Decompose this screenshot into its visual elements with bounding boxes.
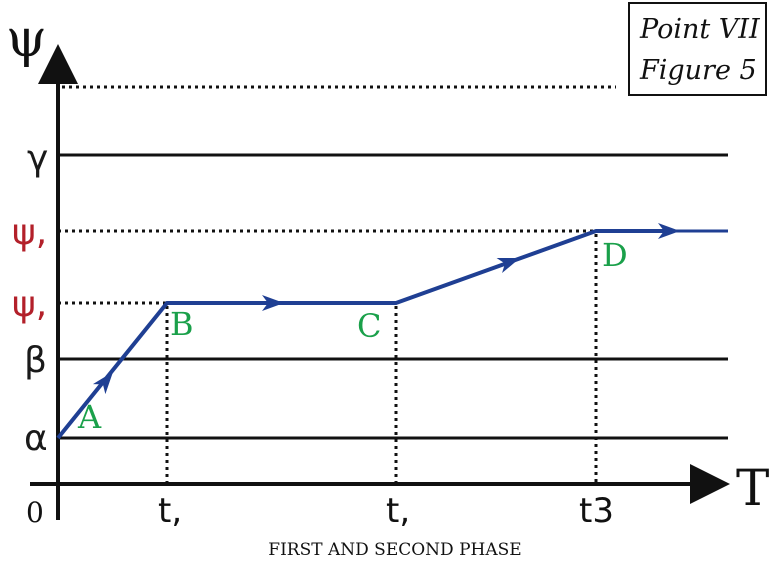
arrow-segment-cd (496, 258, 520, 274)
x-axis-label: T (736, 459, 769, 517)
level-label-alpha: α (24, 418, 48, 459)
level-label-psi-lower: ψ, (12, 284, 47, 325)
point-label-d: D (602, 236, 628, 274)
level-label-beta: β (24, 340, 47, 381)
point-label-b: B (170, 305, 194, 343)
arrow-segment-d-right (658, 223, 680, 239)
header-line-2: Figure 5 (639, 55, 757, 86)
header-line-1: Point VII (639, 14, 761, 45)
process-path (56, 229, 670, 440)
level-label-psi-upper: ψ, (12, 212, 47, 253)
origin-label: 0 (26, 496, 44, 529)
level-label-gamma: γ (27, 138, 48, 179)
point-label-c: C (357, 307, 381, 345)
x-tick-label-t3: t3 (579, 491, 614, 531)
header-box (628, 2, 767, 96)
point-label-a: A (77, 398, 102, 436)
arrow-segment-bc (262, 295, 284, 311)
x-tick-label-t1: t, (158, 491, 182, 531)
x-tick-label-t2: t, (386, 491, 410, 531)
diagram-caption: FIRST AND SECOND PHASE (268, 540, 521, 560)
arrow-segment-ab (92, 372, 113, 395)
y-axis-label: ψ (6, 9, 47, 69)
